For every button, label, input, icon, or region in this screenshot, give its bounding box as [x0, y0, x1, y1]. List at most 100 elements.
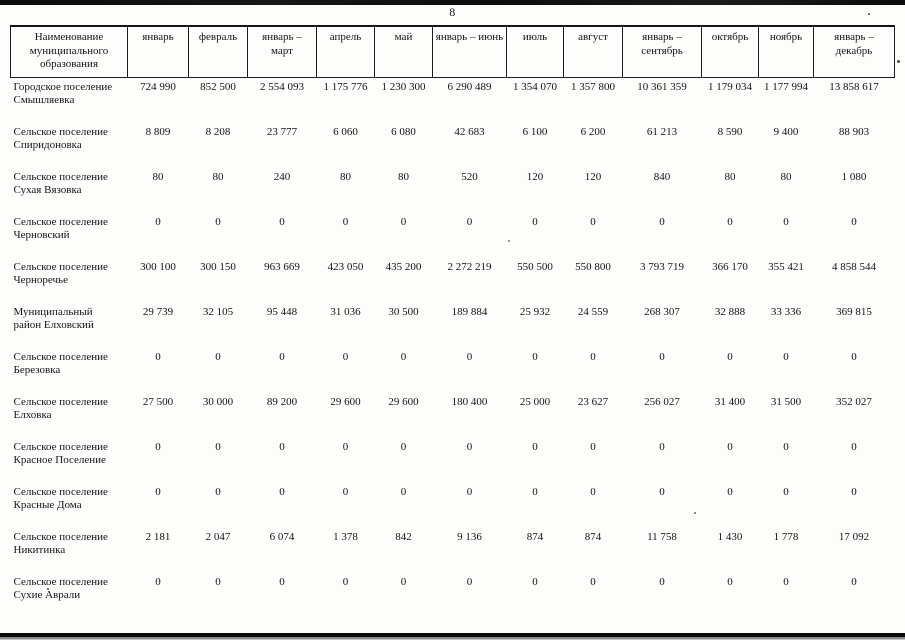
value-cell: 8 590: [717, 126, 743, 138]
value-cell: 31 036: [330, 306, 361, 318]
column-header-municipality: Наименование муниципального образования: [10, 25, 128, 78]
value-cell: 0: [342, 351, 349, 363]
value-cell: 842: [395, 531, 412, 543]
value-cell: 0: [466, 576, 473, 588]
table-row: Городское поселение Смышляевка 724 990 852…: [11, 78, 895, 124]
municipality-data-table: Наименование муниципального образования я…: [10, 25, 895, 618]
value-cell: 8 208: [205, 126, 231, 138]
column-header: май: [374, 25, 433, 78]
value-cell: 17 092: [838, 531, 870, 543]
value-cell: 0: [783, 216, 789, 228]
value-cell: 874: [526, 531, 544, 543]
value-cell: 25 000: [519, 396, 551, 408]
value-cell: 80: [724, 171, 736, 183]
value-cell: 80: [152, 171, 164, 183]
scan-edge-top: [0, 0, 905, 5]
value-cell: 0: [783, 576, 789, 588]
column-header: октябрь: [701, 25, 759, 78]
value-cell: 33 336: [770, 306, 802, 318]
value-cell: 2 272 219: [447, 261, 492, 273]
value-cell: 0: [466, 351, 473, 363]
value-cell: 42 683: [454, 126, 485, 138]
scan-artifact: [868, 13, 870, 15]
value-cell: 0: [590, 351, 596, 363]
value-cell: 0: [342, 576, 349, 588]
value-cell: 0: [727, 486, 733, 498]
value-cell: 0: [400, 486, 407, 498]
value-cell: 80: [340, 171, 351, 183]
value-cell: 963 669: [264, 261, 300, 273]
table-row: Сельское поселение Красное Поселение 0 0 0 0…: [11, 438, 895, 483]
value-cell: 0: [155, 216, 161, 228]
value-cell: 0: [783, 441, 789, 453]
scan-artifact: [694, 512, 696, 514]
value-cell: 0: [342, 441, 349, 453]
value-cell: 1 430: [717, 531, 743, 543]
value-cell: 300 150: [200, 261, 236, 273]
value-cell: 0: [155, 351, 161, 363]
value-cell: 1 175 776: [323, 81, 368, 93]
page-number: 8: [449, 5, 456, 19]
value-cell: 0: [215, 441, 221, 453]
value-cell: 0: [400, 441, 407, 453]
value-cell: 366 170: [712, 261, 748, 273]
column-header: январь – март: [247, 25, 317, 78]
column-header: январь: [127, 25, 189, 78]
value-cell: 89 200: [266, 396, 298, 408]
value-cell: 0: [532, 576, 538, 588]
municipality-name: Городское поселение Смышляевка: [13, 81, 113, 106]
value-cell: 0: [659, 576, 665, 588]
value-cell: 0: [466, 216, 473, 228]
table-header: Наименование муниципального образования я…: [10, 25, 895, 78]
value-cell: 0: [400, 216, 407, 228]
value-cell: 23 777: [266, 126, 298, 138]
value-cell: 256 027: [644, 396, 680, 408]
table-row: Муниципальный район Елховский 29 739 32 10…: [11, 303, 895, 348]
value-cell: 30 000: [202, 396, 234, 408]
value-cell: 1 179 034: [708, 81, 752, 93]
value-cell: 0: [532, 441, 538, 453]
value-cell: 300 100: [140, 261, 176, 273]
value-cell: 1 080: [841, 171, 867, 183]
value-cell: 30 500: [388, 306, 419, 318]
value-cell: 0: [727, 441, 733, 453]
value-cell: 0: [400, 576, 407, 588]
value-cell: 1 230 300: [381, 81, 426, 93]
column-header: июль: [506, 25, 564, 78]
value-cell: 0: [590, 576, 596, 588]
value-cell: 6 060: [333, 126, 358, 138]
table-row: Сельское поселение Черновский 0 0 0 0 0 0 0 0 0 0 0…: [11, 213, 895, 258]
value-cell: 9 136: [457, 531, 482, 543]
value-cell: 11 758: [647, 531, 677, 543]
value-cell: 520: [461, 171, 478, 183]
value-cell: 0: [727, 216, 733, 228]
value-cell: 0: [215, 486, 221, 498]
value-cell: 352 027: [836, 396, 872, 408]
municipality-name: Сельское поселение Спиридоновка: [13, 126, 108, 151]
value-cell: 1 177 994: [764, 81, 808, 93]
value-cell: 0: [783, 351, 789, 363]
value-cell: 31 400: [714, 396, 746, 408]
value-cell: 0: [342, 486, 349, 498]
value-cell: 0: [851, 216, 857, 228]
value-cell: 0: [466, 486, 473, 498]
column-header: август: [563, 25, 623, 78]
value-cell: 1 354 070: [513, 81, 557, 93]
table-row: Сельское поселение Спиридоновка 8 809 8 20…: [11, 123, 895, 168]
municipality-name: Сельское поселение Красное Поселение: [13, 441, 108, 466]
value-cell: 0: [783, 486, 789, 498]
value-cell: 6 080: [391, 126, 416, 138]
value-cell: 0: [466, 441, 473, 453]
value-cell: 0: [400, 351, 407, 363]
value-cell: 0: [342, 216, 349, 228]
municipality-name: Сельское поселение Никитинка: [13, 531, 108, 556]
value-cell: 3 793 719: [640, 261, 684, 273]
value-cell: 80: [212, 171, 224, 183]
municipality-name: Сельское поселение Сухая Вязовка: [13, 171, 108, 196]
value-cell: 0: [532, 486, 538, 498]
value-cell: 1 778: [773, 531, 799, 543]
value-cell: 724 990: [140, 81, 176, 93]
value-cell: 0: [279, 441, 285, 453]
scan-artifact: [47, 588, 49, 590]
municipality-name: Сельское поселение Березовка: [13, 351, 108, 376]
